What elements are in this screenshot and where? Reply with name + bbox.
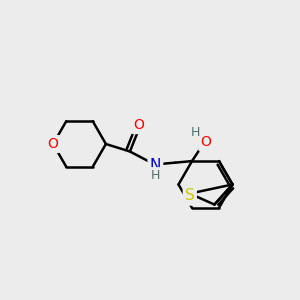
Text: O: O [48,137,58,151]
Text: O: O [133,118,144,132]
Text: H: H [151,169,160,182]
Text: S: S [185,188,195,203]
Text: H: H [190,126,200,140]
Text: O: O [200,136,211,149]
Text: N: N [150,158,161,172]
